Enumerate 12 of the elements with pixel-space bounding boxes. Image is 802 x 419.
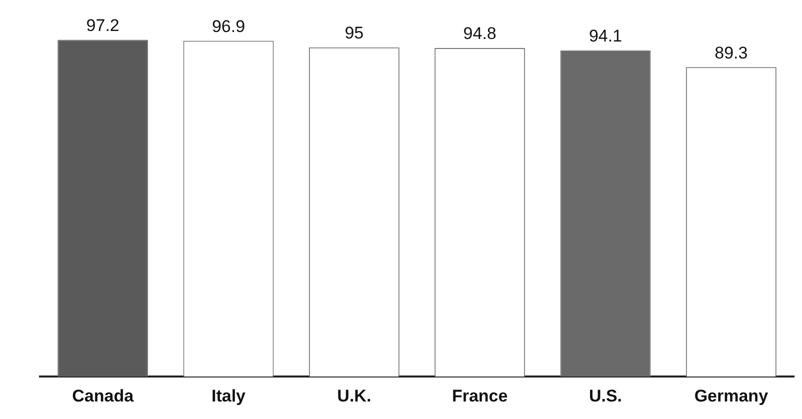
x-tick-label: France: [452, 386, 508, 406]
x-tick-label: U.S.: [588, 386, 622, 406]
x-tick-label: Italy: [211, 386, 246, 406]
data-label: 94.1: [588, 26, 622, 46]
data-label: 89.3: [714, 43, 748, 62]
data-label: 96.9: [212, 16, 246, 36]
data-label: 95: [344, 24, 364, 43]
data-label: 94.8: [463, 24, 496, 44]
x-tick-label: Germany: [694, 386, 769, 406]
x-tick-label: U.K.: [337, 386, 372, 406]
x-tick-label: Canada: [72, 386, 134, 406]
data-label: 97.2: [86, 16, 120, 35]
